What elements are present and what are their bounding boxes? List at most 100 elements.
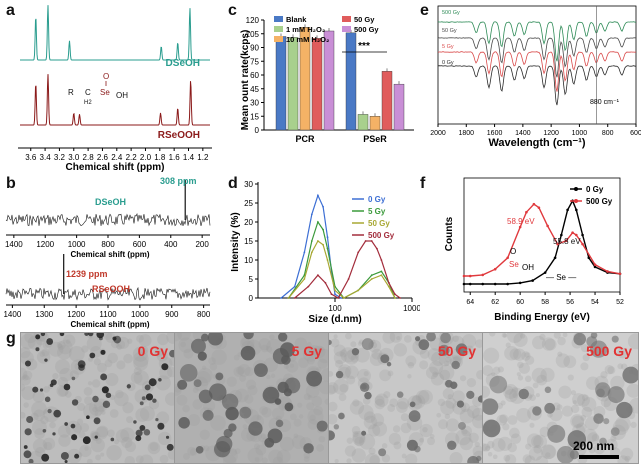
tem-noise [199,429,210,440]
tem-noise [59,367,73,382]
tem-noise [400,413,409,422]
c-y-tick-label: 45 [250,85,259,94]
a-x-tick-label: 2.4 [111,153,123,162]
tem-noise [65,420,82,437]
tem-nanoparticle [556,445,575,463]
chart-d: Intensity (%) 0 5 10 15 20 25 30 100 1000 0 Gy 5 … [230,180,420,325]
tem-noise [429,434,435,439]
tem-noise [363,411,376,423]
tem-nanoparticle [240,345,256,361]
d-point [307,285,310,288]
tem-noise [502,423,510,431]
d-point [357,289,360,292]
tem-noise [58,339,73,355]
tem-noise [109,394,116,400]
tem-noise [136,334,144,343]
f-point [468,274,472,278]
e-x-tick-label: 2000 [430,130,446,137]
tem-noise [21,383,26,392]
tem-nanoparticle [589,340,608,358]
tem-nanoparticle [622,366,638,384]
tem-nanoparticle [100,373,108,381]
e-x-tick-label: 1400 [515,130,531,137]
tem-nanoparticle [44,358,48,362]
tem-noise [462,429,468,435]
d-legend-label: 50 Gy [368,219,390,228]
tem-noise [400,422,412,434]
c-legend-label: 500 Gy [354,25,379,34]
tem-noise [333,334,338,339]
f-x-tick-label: 64 [466,299,474,306]
tem-nanoparticle [32,386,39,393]
f-point [543,271,547,274]
tem-noise [138,334,152,347]
tem-noise [422,426,428,433]
tem-noise [156,411,170,425]
tem-noise [57,345,72,360]
b-x-tick-label: 1100 [99,310,117,319]
tem-noise [269,334,275,340]
tem-noise [350,341,357,348]
tem-noise [529,394,536,402]
tem-noise [239,375,246,382]
tem-label: 5 Gy [291,343,322,359]
tem-noise [106,444,122,461]
tem-nanoparticle [239,406,252,419]
tem-nanoparticle [35,334,41,340]
tem-nanoparticle [544,386,552,394]
chart-f: Counts 52 54 56 58 60 62 64 0 Gy 500 Gy 58.9 eV… [444,177,624,323]
tem-noise [103,333,113,341]
tem-noise [497,436,513,451]
d-point [380,270,383,273]
tem-noise [116,360,126,370]
tem-nanoparticle [148,378,157,387]
tem-nanoparticle [306,370,323,387]
tem-nanoparticle [476,455,482,462]
tem-noise [125,441,136,453]
d-point [322,205,324,208]
tem-noise [444,413,451,420]
tem-noise [329,382,339,394]
tem-noise [339,349,348,358]
tem-noise [130,371,143,384]
tem-noise [535,455,549,463]
tem-noise [363,415,378,430]
f-annot-58-9: 58.9 eV [507,217,535,226]
tem-noise [472,445,482,457]
tem-image-500gy: 500 Gy 200 nm [482,332,639,464]
tem-nanoparticle [547,424,566,443]
tem-noise [84,446,89,451]
a-struct-h2: H2 [84,100,92,106]
f-point [518,225,522,229]
tem-noise [500,400,506,406]
tem-noise [604,365,614,375]
d-point [326,259,329,261]
chart-b: DSeOH 308 ppm 1239 ppm RSeOOH 1400 1200 10… [3,176,211,329]
f-point [566,208,569,212]
tem-nanoparticle [139,401,144,406]
tem-noise [255,444,267,456]
a-series-label-dseoh: DSeOH [166,58,200,69]
tem-noise [253,443,260,450]
tem-noise [452,335,459,342]
tem-noise [97,362,107,373]
tem-noise [107,352,118,364]
tem-image-5gy: 5 Gy [174,332,329,464]
d-point [317,194,319,197]
tem-noise [272,456,284,463]
tem-nanoparticle [221,393,239,411]
tem-noise [465,345,474,354]
tem-noise [460,375,467,382]
tem-noise [124,455,136,463]
tem-noise [259,406,268,415]
tem-noise [396,401,408,413]
b-spectrum-rseooh [5,286,211,301]
tem-noise [521,351,531,361]
tem-noise [271,407,285,420]
tem-noise [105,333,116,343]
tem-nanoparticle [190,338,206,354]
tem-nanoparticle [216,435,233,453]
tem-nanoparticle [243,333,254,340]
d-point [380,274,383,277]
panel-letter-f: f [420,175,426,192]
